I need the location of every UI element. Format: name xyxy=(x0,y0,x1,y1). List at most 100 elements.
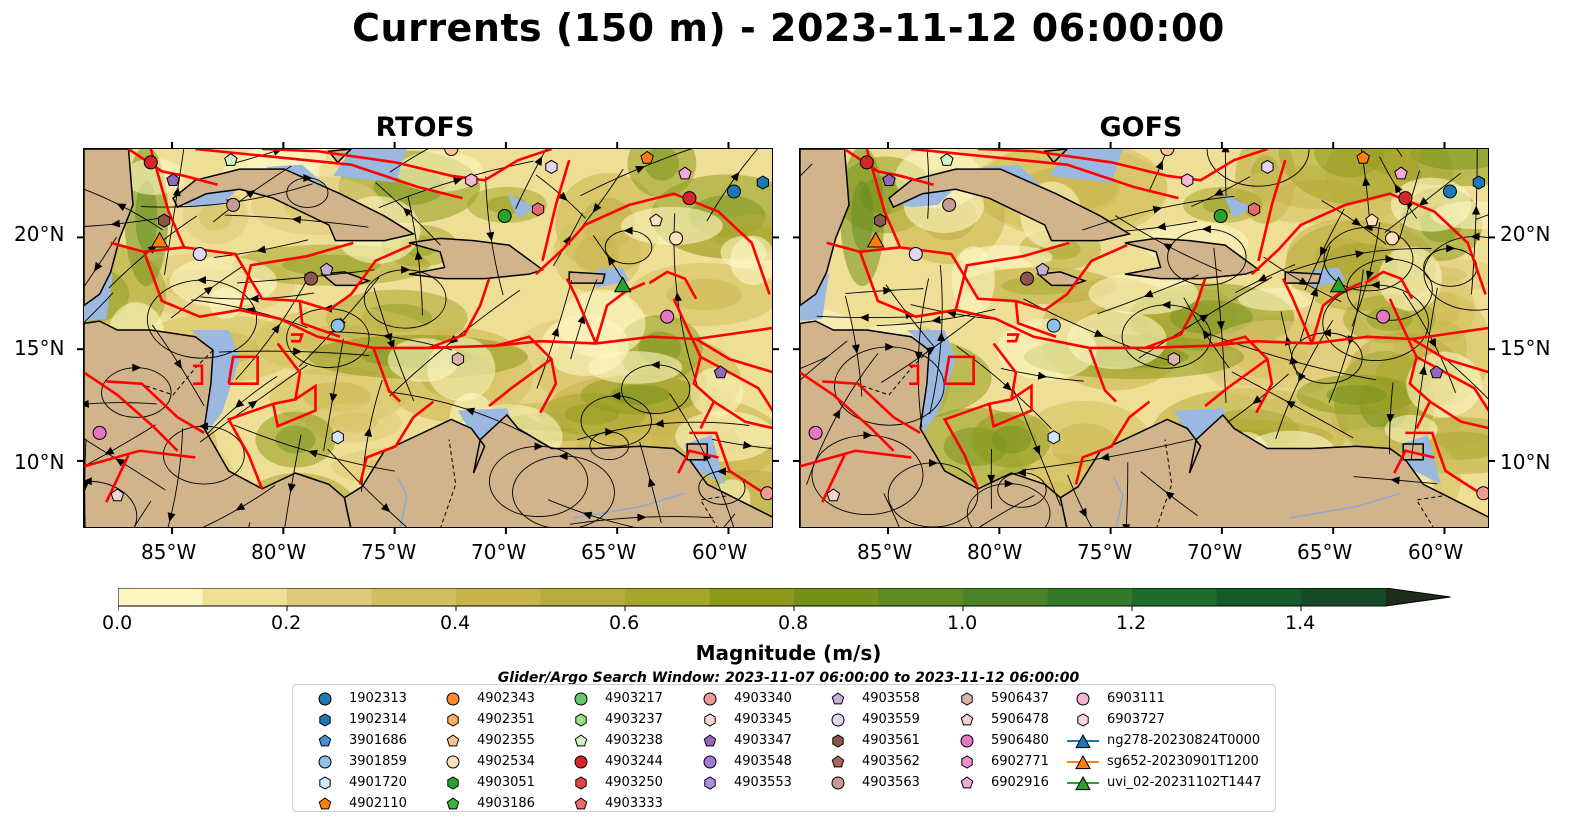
float-marker-pentagon xyxy=(940,153,954,166)
streamline-arrow xyxy=(1362,176,1371,187)
eez-line xyxy=(689,431,762,493)
colorbar-segment xyxy=(287,588,372,606)
streamline xyxy=(84,292,114,324)
streamline-arrow xyxy=(925,346,936,355)
eez-line xyxy=(238,241,354,311)
streamline-arrow xyxy=(1152,205,1163,214)
legend-marker-icon xyxy=(318,692,332,706)
streamline-arrow xyxy=(329,393,338,403)
float-marker-circle xyxy=(960,734,974,748)
float-marker-hexagon xyxy=(1167,352,1181,367)
colorbar-segment xyxy=(1301,588,1386,606)
streamline-arrow xyxy=(1366,270,1374,281)
legend-label: 6903111 xyxy=(1107,691,1165,706)
float-marker-pentagon xyxy=(831,692,845,705)
eez-line xyxy=(1429,400,1488,430)
legend-label: 5906478 xyxy=(991,712,1049,727)
float-marker-hexagon xyxy=(451,352,465,367)
float-marker-pentagon xyxy=(446,734,460,747)
eez-line xyxy=(1074,400,1151,485)
map-panel-gofs[interactable] xyxy=(799,148,1489,528)
streamline-arrow xyxy=(1298,277,1309,286)
streamline-arrow xyxy=(863,431,873,440)
country-border xyxy=(139,349,214,396)
streamline-arrow xyxy=(1199,314,1209,323)
colorbar-segment xyxy=(963,588,1048,606)
magnitude-patch xyxy=(395,150,483,192)
legend-marker-icon xyxy=(703,755,717,769)
legend-marker-icon xyxy=(574,755,588,769)
glider-marker-triangle xyxy=(1075,775,1091,791)
eez-line xyxy=(1144,278,1207,350)
streamline-arrow xyxy=(132,363,142,372)
glider-marker-triangle xyxy=(1075,733,1091,749)
float-marker-circle xyxy=(1020,271,1035,286)
figure-title: Currents (150 m) - 2023-11-12 06:00:00 xyxy=(352,6,1225,50)
streamline-arrow xyxy=(1285,400,1296,409)
legend-label: 4903333 xyxy=(605,796,663,811)
eez-line xyxy=(298,300,341,338)
map-panel-rtofs[interactable] xyxy=(83,148,773,528)
x-tick-label: 85°W xyxy=(141,540,197,564)
land-mass xyxy=(888,168,1132,242)
eez-line xyxy=(987,383,1033,428)
float-marker-hexagon xyxy=(961,692,973,706)
legend-label: 5906437 xyxy=(991,691,1049,706)
float-marker-pentagon xyxy=(649,213,663,227)
streamline-arrow xyxy=(380,503,391,513)
float-marker-circle xyxy=(318,755,332,769)
land-mass xyxy=(320,271,372,287)
eez-line xyxy=(193,364,204,386)
eez-line xyxy=(911,149,1179,200)
legend-marker-icon xyxy=(446,797,460,810)
streamline-arrow xyxy=(382,332,393,341)
streamline-arrow xyxy=(1155,160,1163,171)
float-marker-circle xyxy=(669,231,684,246)
float-marker-circle xyxy=(1046,318,1061,333)
x-tick-label: 75°W xyxy=(361,540,417,564)
legend-label: 4903553 xyxy=(734,775,792,790)
magnitude-patch xyxy=(275,425,316,454)
legend-marker-icon xyxy=(318,797,332,810)
float-marker-circle xyxy=(703,755,717,769)
streamline-arrow xyxy=(1390,476,1400,485)
y-tick-label: 15°N xyxy=(1500,336,1551,360)
eez-line xyxy=(1257,159,1287,262)
streamline-arrow xyxy=(637,513,647,522)
colorbar-segment xyxy=(709,588,795,606)
magnitude-patch xyxy=(1410,149,1488,170)
float-marker-circle xyxy=(682,191,697,206)
streamline-arrow xyxy=(635,165,646,174)
glider-marker-triangle xyxy=(150,231,169,248)
legend-label: 4902343 xyxy=(477,691,535,706)
colorbar-tick-label: 1.4 xyxy=(1285,612,1316,634)
colorbar-tick-label: 0.4 xyxy=(440,612,471,634)
eez-line xyxy=(695,337,772,374)
legend-marker-icon xyxy=(1076,692,1090,706)
float-marker-hexagon xyxy=(832,734,844,748)
float-marker-hexagon xyxy=(447,713,459,727)
float-marker-pentagon xyxy=(318,734,332,747)
float-marker-pentagon xyxy=(640,150,654,164)
legend-label: 4903238 xyxy=(605,733,663,748)
colorbar-segment xyxy=(202,588,288,606)
search-window-text: Glider/Argo Search Window: 2023-11-07 06… xyxy=(497,670,1080,686)
eez-line xyxy=(372,347,401,403)
float-marker-pentagon xyxy=(574,734,588,747)
streamline-arrow xyxy=(1156,222,1167,231)
streamline-arrow xyxy=(235,502,246,511)
magnitude-patch xyxy=(690,367,744,417)
streamline-arrow xyxy=(1032,445,1041,455)
eez-line xyxy=(110,149,187,254)
streamline-arrow xyxy=(582,511,593,520)
streamline-arrow xyxy=(110,219,121,228)
float-marker-circle xyxy=(1442,184,1457,199)
float-marker-circle xyxy=(831,713,845,727)
streamline-arrow xyxy=(115,458,126,467)
float-marker-circle xyxy=(859,155,874,170)
eez-line xyxy=(1007,333,1020,343)
float-marker-circle xyxy=(318,692,332,706)
legend-marker-icon xyxy=(446,755,460,769)
float-markers xyxy=(92,149,772,502)
float-marker-circle xyxy=(446,692,460,706)
